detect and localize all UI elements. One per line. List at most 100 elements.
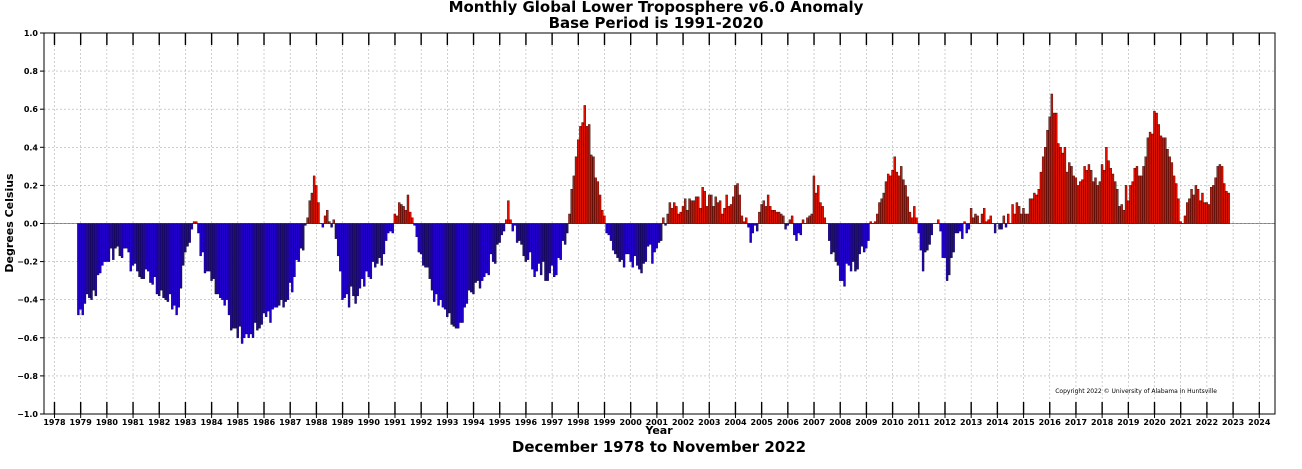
anomaly-bar (998, 223, 1001, 230)
x-tick-label: 2016 (1039, 418, 1062, 427)
anomaly-bar (559, 223, 562, 260)
anomaly-bar (775, 211, 779, 224)
anomaly-bar (795, 223, 798, 241)
anomaly-bar (120, 223, 124, 258)
anomaly-bar (1188, 198, 1191, 224)
anomaly-bar (129, 223, 132, 272)
anomaly-bar (1151, 133, 1154, 224)
anomaly-bar (243, 223, 246, 338)
anomaly-bar (963, 221, 966, 224)
anomaly-bar (1220, 166, 1224, 224)
anomaly-bar (481, 223, 484, 281)
anomaly-bar (655, 223, 658, 249)
anomaly-bar (535, 223, 538, 272)
anomaly-bar (177, 223, 180, 308)
anomaly-bar (983, 208, 986, 224)
anomaly-bar (1011, 204, 1014, 224)
anomaly-bar (1175, 183, 1178, 224)
anomaly-bar (550, 223, 554, 266)
anomaly-bar (701, 187, 704, 224)
anomaly-bar (921, 223, 925, 272)
anomaly-bar (225, 223, 228, 300)
y-tick-label: 0.2 (24, 181, 38, 190)
anomaly-bar (308, 200, 311, 224)
anomaly-bar (677, 213, 680, 224)
anomaly-bar (474, 223, 477, 283)
anomaly-bar (993, 223, 997, 234)
anomaly-bar (393, 213, 397, 224)
anomaly-bar (179, 223, 183, 289)
anomaly-bar (1133, 168, 1136, 224)
chart-subtitle: Base Period is 1991-2020 (549, 14, 764, 32)
anomaly-bar (788, 219, 792, 224)
anomaly-bar (969, 208, 973, 224)
anomaly-bar (664, 223, 667, 226)
y-axis-ticks: 1.0 0.8 0.6 0.4 0.2 0.0 −0.2 −0.4 −0.6 −0.8 −1.0 (17, 29, 44, 419)
anomaly-bar (646, 223, 650, 247)
anomaly-bar (221, 223, 224, 300)
anomaly-bar (208, 223, 211, 272)
anomaly-bar (902, 179, 905, 224)
anomaly-bar (718, 200, 722, 224)
x-tick-label: 2018 (1091, 418, 1114, 427)
anomaly-bar (1212, 185, 1215, 224)
x-tick-label: 2003 (698, 418, 720, 427)
anomaly-bar (197, 223, 200, 234)
anomaly-bar (611, 223, 615, 251)
anomaly-bar (360, 223, 364, 279)
anomaly-bar (880, 198, 883, 224)
anomaly-bar (1127, 200, 1130, 224)
y-tick-label: −0.8 (17, 372, 38, 381)
anomaly-bar (690, 200, 693, 224)
anomaly-bar (363, 223, 366, 287)
anomaly-bar (1063, 147, 1067, 224)
anomaly-bar (131, 223, 135, 266)
anomaly-bar (406, 194, 410, 224)
anomaly-bar (734, 185, 737, 224)
anomaly-bar (1055, 112, 1058, 224)
anomaly-bar (913, 206, 916, 224)
x-tick-label: 1986 (253, 418, 276, 427)
anomaly-bar (1000, 223, 1003, 230)
anomaly-bar (1164, 137, 1167, 224)
anomaly-bar (553, 223, 556, 278)
anomaly-bar (793, 223, 796, 236)
anomaly-bar (1111, 173, 1115, 224)
anomaly-bar (463, 223, 466, 308)
anomaly-bar (601, 209, 604, 224)
x-tick-label: 1993 (436, 418, 458, 427)
anomaly-bar (790, 215, 794, 224)
anomaly-bar (607, 223, 610, 236)
y-tick-label: 1.0 (24, 29, 39, 38)
anomaly-bar (642, 223, 645, 264)
y-tick-label: −0.6 (17, 334, 38, 343)
anomaly-bar (817, 185, 820, 224)
anomaly-bar (1148, 131, 1152, 224)
anomaly-bar (1144, 156, 1147, 224)
x-tick-label: 1989 (331, 418, 354, 427)
anomaly-bar (828, 223, 831, 241)
anomaly-bar (539, 223, 543, 276)
anomaly-bar (568, 213, 571, 224)
anomaly-bar (592, 156, 595, 224)
x-tick-label: 2006 (777, 418, 800, 427)
anomaly-bar (201, 223, 204, 253)
anomaly-bar (114, 223, 117, 249)
anomaly-bar (262, 223, 266, 314)
x-tick-label: 1996 (515, 418, 538, 427)
anomaly-bar (465, 223, 469, 304)
anomaly-bar (293, 223, 296, 278)
anomaly-bar (1057, 143, 1060, 224)
anomaly-bar (729, 204, 733, 224)
anomaly-bar (81, 223, 84, 316)
anomaly-bar (860, 223, 864, 247)
anomaly-bar (622, 223, 626, 268)
anomaly-bar (149, 223, 152, 283)
anomaly-bar (662, 217, 665, 224)
anomaly-bar (1210, 187, 1213, 224)
anomaly-bar (1035, 194, 1038, 224)
anomaly-bar (732, 196, 735, 224)
anomaly-bar (441, 223, 445, 308)
x-tick-label: 1990 (358, 418, 381, 427)
anomaly-bar (1118, 206, 1121, 224)
